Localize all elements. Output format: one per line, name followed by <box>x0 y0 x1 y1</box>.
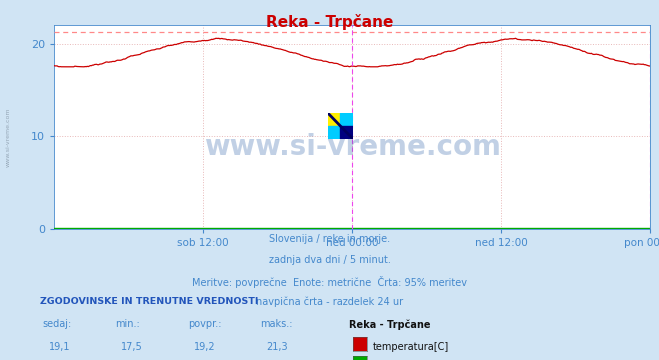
Bar <box>328 126 340 139</box>
Text: 19,1: 19,1 <box>49 342 70 352</box>
Text: sedaj:: sedaj: <box>43 319 72 329</box>
Text: www.si-vreme.com: www.si-vreme.com <box>204 133 501 161</box>
Text: 21,3: 21,3 <box>266 342 287 352</box>
Text: ZGODOVINSKE IN TRENUTNE VREDNOSTI: ZGODOVINSKE IN TRENUTNE VREDNOSTI <box>40 297 258 306</box>
Text: maks.:: maks.: <box>260 319 293 329</box>
Bar <box>340 113 353 126</box>
Bar <box>328 113 340 126</box>
Text: www.si-vreme.com: www.si-vreme.com <box>5 107 11 167</box>
Text: Slovenija / reke in morje.: Slovenija / reke in morje. <box>269 234 390 244</box>
Text: navpična črta - razdelek 24 ur: navpična črta - razdelek 24 ur <box>256 297 403 307</box>
Text: Meritve: povprečne  Enote: metrične  Črta: 95% meritev: Meritve: povprečne Enote: metrične Črta:… <box>192 276 467 288</box>
Text: 17,5: 17,5 <box>121 342 143 352</box>
Text: Reka - Trpčane: Reka - Trpčane <box>349 319 431 330</box>
Text: min.:: min.: <box>115 319 140 329</box>
Bar <box>340 126 353 139</box>
Text: Reka - Trpčane: Reka - Trpčane <box>266 14 393 30</box>
Text: temperatura[C]: temperatura[C] <box>372 342 449 352</box>
Text: 19,2: 19,2 <box>194 342 215 352</box>
Text: povpr.:: povpr.: <box>188 319 221 329</box>
Text: zadnja dva dni / 5 minut.: zadnja dva dni / 5 minut. <box>269 255 390 265</box>
